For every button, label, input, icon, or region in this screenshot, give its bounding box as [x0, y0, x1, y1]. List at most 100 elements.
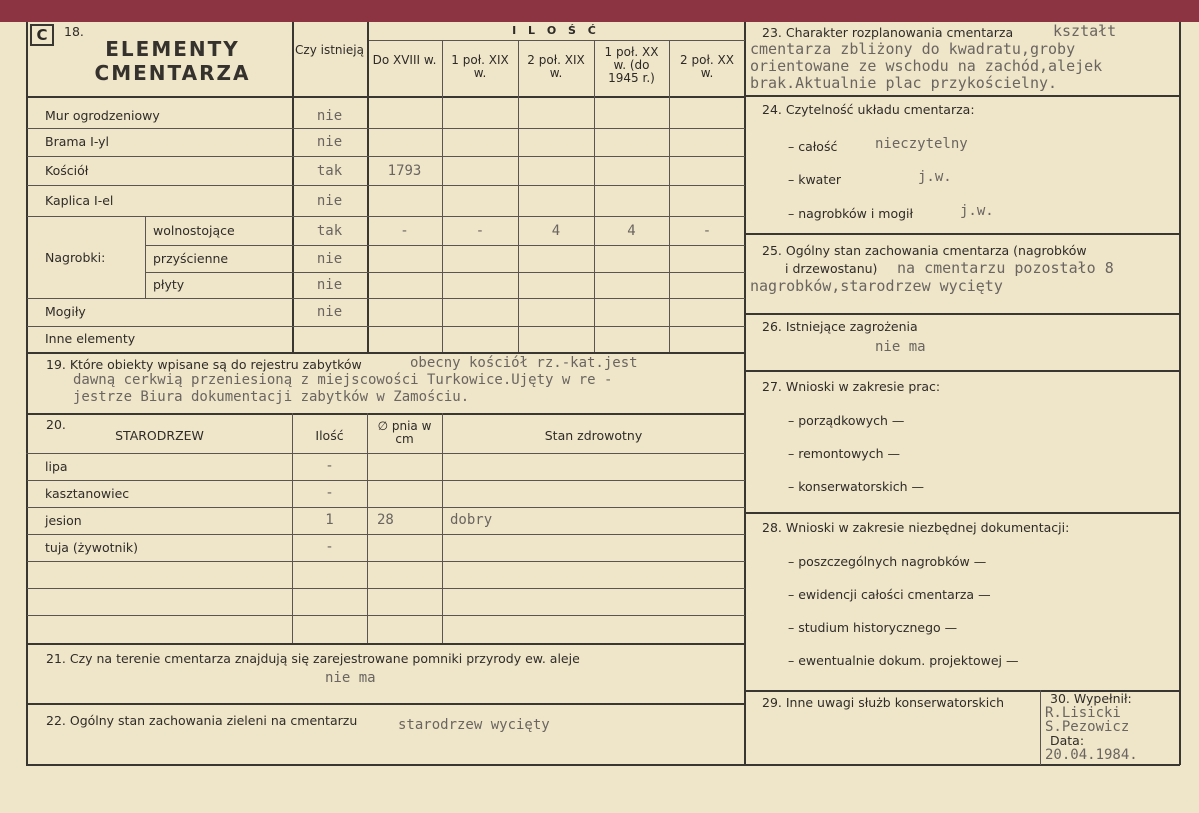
tree-count: - — [325, 485, 334, 501]
readability-value: nieczytelny — [875, 136, 968, 152]
readability-value: j.w. — [960, 203, 994, 219]
rule-line — [27, 561, 745, 562]
rule-line — [27, 156, 745, 157]
element-label: płyty — [153, 277, 185, 292]
readability-item: – nagrobków i mogił — [788, 206, 914, 221]
rule-line — [27, 615, 745, 616]
form-card — [0, 22, 1199, 813]
period-header: 1 poł. XIX w. — [451, 53, 509, 80]
period-header: 1 poł. XX w. (do 1945 r.) — [604, 45, 659, 85]
rule-line — [26, 643, 745, 645]
s29-label: 29. Inne uwagi służb konserwatorskich — [762, 695, 1004, 710]
period-count: - — [400, 222, 409, 239]
s19-label: 19. Które obiekty wpisane są do rejestru… — [46, 357, 362, 372]
s20-number: 20. — [46, 417, 66, 432]
readability-item: – całość — [788, 139, 838, 154]
filled-by-1: R.Lisicki — [1045, 705, 1121, 721]
section-badge: C — [30, 24, 54, 46]
czy-istnieja-value: nie — [316, 304, 343, 320]
section-title: ELEMENTY CMENTARZA — [60, 37, 285, 85]
tree-count: - — [325, 539, 334, 555]
s23-value: orientowane ze wschodu na zachód,alejek — [750, 57, 1103, 75]
czy-istnieja-value: tak — [316, 162, 343, 179]
s20-stan-header: Stan zdrowotny — [544, 428, 643, 443]
element-label: Mur ogrodzeniowy — [45, 107, 160, 123]
s20-title: STARODRZEW — [115, 428, 204, 443]
binder-strip — [0, 0, 1199, 22]
rule-line — [26, 764, 1180, 766]
period-count: 1793 — [387, 162, 422, 179]
rule-line — [1179, 22, 1181, 765]
title-line: ELEMENTY — [105, 37, 240, 61]
czy-istnieja-value: nie — [316, 134, 343, 150]
s28-label: 28. Wnioski w zakresie niezbędnej dokume… — [762, 520, 1070, 535]
rule-line — [1040, 690, 1041, 765]
title-line: CMENTARZA — [94, 61, 251, 85]
s27-label: 27. Wnioski w zakresie prac: — [762, 379, 941, 394]
s20-pnia-header: ∅ pnia w cm — [377, 419, 432, 446]
documentation-item: – ewidencji całości cmentarza — — [788, 587, 991, 602]
rule-line — [26, 453, 745, 454]
rule-line — [745, 95, 1180, 97]
works-item: – porządkowych — — [788, 413, 905, 428]
works-item: – konserwatorskich — — [788, 479, 924, 494]
rule-line — [27, 326, 745, 327]
rule-line — [26, 96, 745, 98]
period-header: 2 poł. XIX w. — [527, 53, 585, 80]
rule-line — [145, 245, 745, 246]
period-header: Do XVIII w. — [372, 53, 437, 67]
s22-label: 22. Ogólny stan zachowania zieleni na cm… — [46, 713, 358, 728]
czy-istnieja-value: nie — [316, 192, 343, 209]
rule-line — [518, 40, 519, 352]
rule-line — [669, 40, 670, 352]
rule-line — [367, 40, 745, 41]
nagrobki-label: Nagrobki: — [45, 250, 106, 265]
rule-line — [745, 512, 1180, 514]
ilosc-header: I L O Ś Ć — [512, 24, 600, 37]
rule-line — [745, 313, 1180, 315]
rule-line — [27, 298, 745, 299]
s25-value: nagrobków,starodrzew wycięty — [750, 277, 1003, 295]
readability-item: – kwater — [788, 172, 842, 187]
rule-line — [27, 588, 745, 589]
rule-line — [442, 40, 443, 352]
s19-value: jestrze Biura dokumentacji zabytków w Za… — [73, 389, 470, 405]
trunk-diameter: 28 — [377, 512, 394, 528]
health-status: dobry — [450, 512, 493, 528]
period-count: 4 — [627, 222, 636, 239]
period-count: - — [475, 222, 485, 239]
rule-line — [27, 216, 745, 217]
tree-count: 1 — [325, 512, 334, 528]
s22-value: starodrzew wycięty — [398, 717, 550, 733]
s23-value: kształt — [1053, 22, 1117, 40]
section-number: 18. — [64, 24, 84, 39]
date-value: 20.04.1984. — [1045, 747, 1138, 763]
s21-label: 21. Czy na terenie cmentarza znajdują si… — [46, 651, 580, 666]
works-item: – remontowych — — [788, 446, 900, 461]
documentation-item: – studium historycznego — — [788, 620, 958, 635]
documentation-item: – ewentualnie dokum. projektowej — — [788, 653, 1019, 668]
rule-line — [145, 216, 146, 298]
czy-istnieja-value: nie — [316, 250, 343, 267]
rule-line — [27, 507, 745, 508]
rule-line — [367, 413, 368, 643]
rule-line — [27, 128, 745, 129]
rule-line — [26, 352, 745, 354]
rule-line — [442, 413, 443, 643]
rule-line — [744, 22, 746, 765]
rule-line — [292, 22, 294, 352]
s26-label: 26. Istniejące zagrożenia — [762, 319, 918, 334]
element-label: przyścienne — [153, 250, 229, 266]
s21-value: nie ma — [325, 670, 376, 686]
rule-line — [594, 40, 595, 352]
rule-line — [26, 22, 28, 765]
period-count: - — [702, 222, 712, 239]
documentation-item: – poszczególnych nagrobków — — [788, 554, 987, 569]
period-count: 4 — [551, 222, 561, 239]
element-label: Brama I-yl — [45, 134, 110, 149]
tree-name: jesion — [45, 513, 82, 528]
rule-line — [27, 480, 745, 481]
rule-line — [27, 185, 745, 186]
czy-istnieja-value: tak — [316, 222, 343, 239]
tree-name: kasztanowiec — [45, 486, 130, 501]
